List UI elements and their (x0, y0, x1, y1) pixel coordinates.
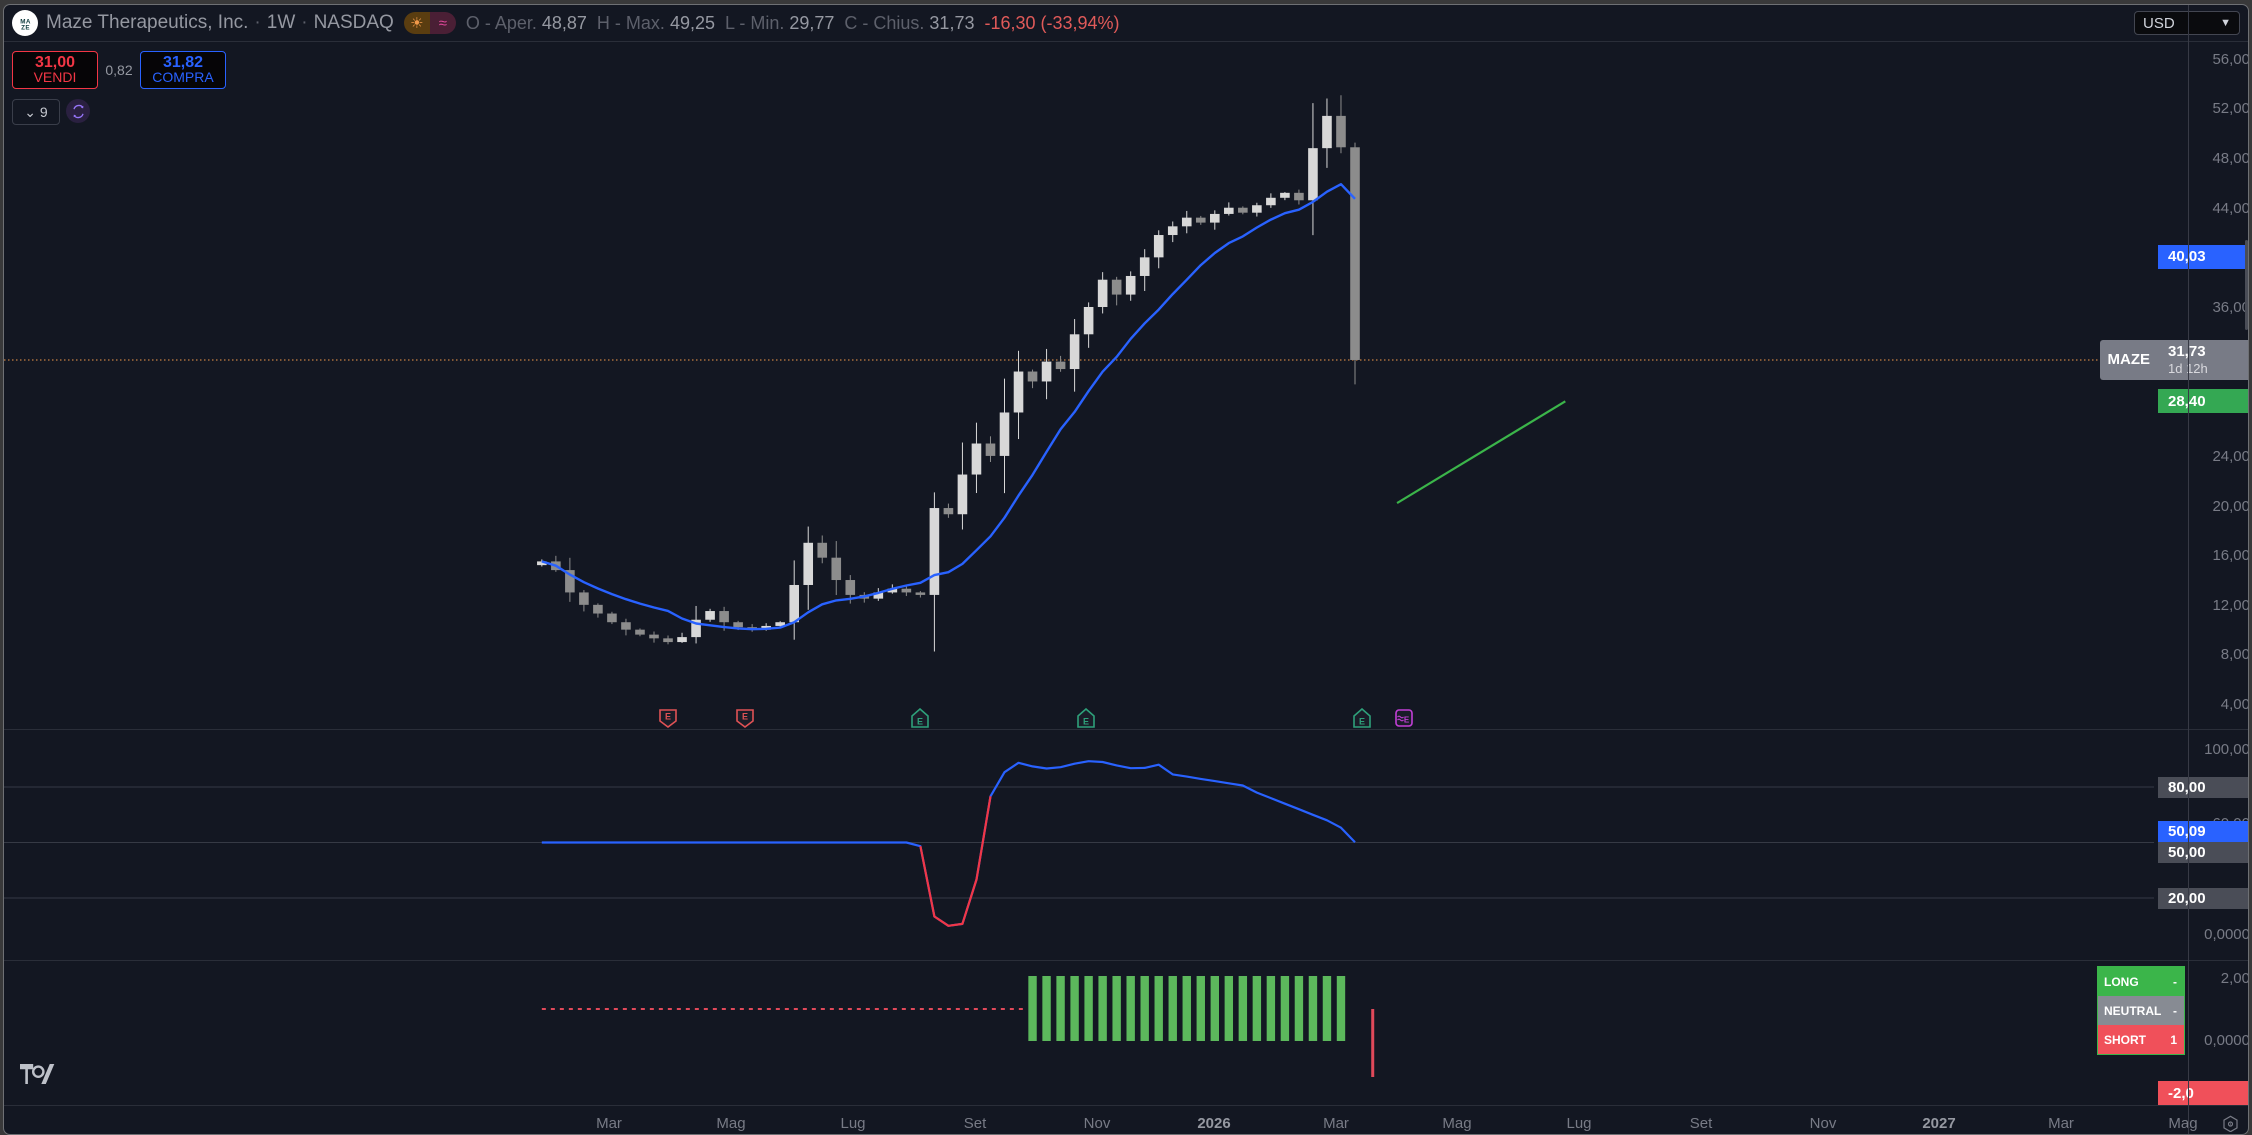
svg-text:E: E (665, 712, 671, 722)
svg-text:ZE: ZE (21, 24, 30, 31)
svg-text:E: E (1083, 717, 1089, 727)
svg-text:E: E (742, 712, 748, 722)
svg-text:E: E (1404, 716, 1410, 725)
svg-text:E: E (917, 717, 923, 727)
svg-text:E: E (1359, 717, 1365, 727)
